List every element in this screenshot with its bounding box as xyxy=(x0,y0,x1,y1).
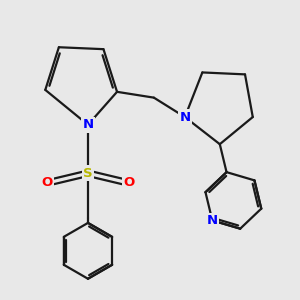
Text: N: N xyxy=(179,110,191,124)
Text: S: S xyxy=(83,167,93,180)
Text: O: O xyxy=(42,176,53,190)
Text: N: N xyxy=(82,118,94,131)
Text: N: N xyxy=(207,214,218,227)
Text: O: O xyxy=(123,176,134,190)
